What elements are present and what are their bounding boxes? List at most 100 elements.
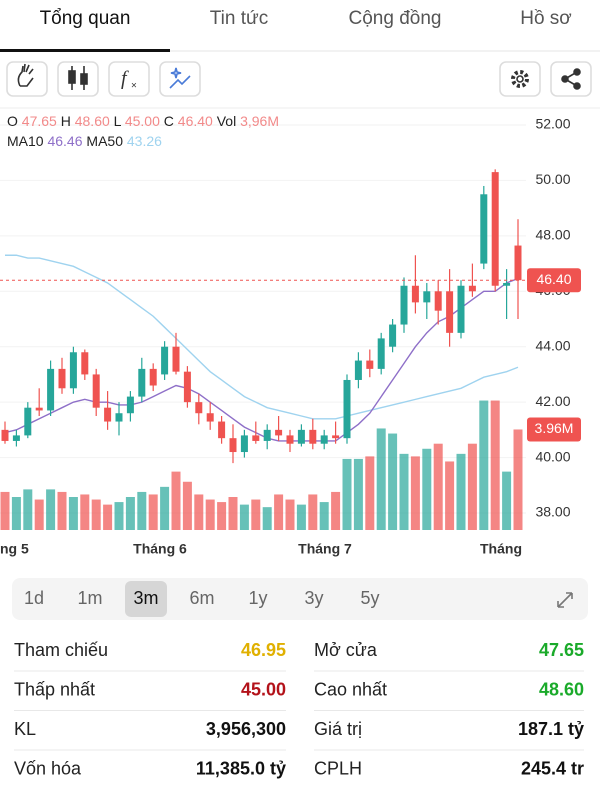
volume-bar bbox=[91, 499, 101, 530]
ma-label: MA10 bbox=[7, 133, 44, 149]
stat-label: Thấp nhất bbox=[14, 679, 95, 699]
toolbar: f × bbox=[6, 61, 592, 97]
candle-body bbox=[161, 346, 169, 375]
ai-button[interactable] bbox=[159, 61, 201, 97]
tab-underline bbox=[0, 49, 170, 52]
period-button[interactable]: 3y bbox=[304, 588, 323, 608]
candle-body bbox=[275, 429, 283, 436]
period-button[interactable]: 3m bbox=[133, 588, 158, 608]
candle-body bbox=[24, 407, 32, 436]
volume-bar bbox=[57, 491, 67, 530]
candle-body bbox=[491, 172, 499, 286]
candle-body bbox=[47, 368, 55, 411]
volume-bar bbox=[251, 499, 261, 530]
fx-icon-sub: × bbox=[131, 81, 137, 92]
candle-button[interactable] bbox=[57, 61, 99, 97]
tab[interactable]: Cộng đồng bbox=[349, 8, 442, 29]
share-button[interactable] bbox=[550, 61, 592, 97]
stat-label: KL bbox=[14, 719, 36, 739]
volume-bar bbox=[365, 456, 375, 530]
expand-icon[interactable] bbox=[557, 592, 573, 608]
volume-bar bbox=[296, 504, 306, 530]
y-tick-label: 52.00 bbox=[535, 116, 570, 132]
candle-body bbox=[514, 245, 522, 281]
period-active bbox=[125, 581, 167, 617]
candle-body bbox=[104, 407, 112, 422]
stat-label: Giá trị bbox=[314, 719, 362, 739]
volume-bar bbox=[331, 491, 341, 530]
candle-body bbox=[332, 435, 340, 439]
candle-body bbox=[252, 435, 260, 441]
volume-bar bbox=[490, 400, 500, 530]
volume-bar bbox=[68, 497, 78, 530]
candle-body bbox=[286, 435, 294, 444]
stat-label: Tham chiếu bbox=[14, 640, 108, 660]
volume-bar bbox=[217, 502, 227, 530]
pan-button[interactable] bbox=[6, 61, 48, 97]
candle-body bbox=[343, 379, 351, 439]
stat-value: 47.65 bbox=[539, 640, 584, 660]
period-button[interactable]: 1m bbox=[77, 588, 102, 608]
candle-body bbox=[206, 413, 214, 422]
stat-value: 245.4 tr bbox=[521, 758, 584, 778]
volume-bar bbox=[410, 456, 420, 530]
volume-bar bbox=[502, 471, 512, 530]
volume-bar bbox=[23, 489, 33, 530]
period-button[interactable]: 1d bbox=[24, 588, 44, 608]
candle-body bbox=[149, 368, 157, 386]
volume-bar bbox=[353, 458, 363, 530]
tab[interactable]: Tin tức bbox=[210, 8, 268, 29]
volume-bar bbox=[422, 448, 432, 530]
ohlc-label: H bbox=[61, 113, 71, 129]
candle-body bbox=[446, 291, 454, 333]
volume-bar bbox=[479, 400, 489, 530]
indicator-button[interactable] bbox=[108, 61, 150, 97]
ma10-line bbox=[4, 277, 519, 442]
price-tag bbox=[527, 268, 581, 293]
plot bbox=[0, 124, 526, 530]
candle-body bbox=[58, 368, 66, 389]
fx-icon: f bbox=[121, 68, 129, 90]
candle-body bbox=[183, 371, 191, 403]
period-button[interactable]: 5y bbox=[360, 588, 379, 608]
share-node bbox=[561, 75, 569, 83]
settings-button[interactable] bbox=[499, 61, 541, 97]
volume-bar bbox=[445, 461, 455, 530]
candle-icon-body bbox=[80, 73, 88, 85]
candle-body bbox=[400, 285, 408, 325]
y-tick-label: 40.00 bbox=[535, 448, 570, 464]
y-tick-label: 38.00 bbox=[535, 504, 570, 520]
stat-label: Mở cửa bbox=[314, 640, 378, 660]
ohlc-header: O 47.65 H 48.60 L 45.00 C 46.40 Vol 3,96… bbox=[7, 113, 279, 129]
candle-icon-body bbox=[68, 70, 76, 84]
ohlc-label: O bbox=[7, 113, 18, 129]
period-button[interactable]: 1y bbox=[248, 588, 267, 608]
period-button[interactable]: 6m bbox=[189, 588, 214, 608]
stat-value: 48.60 bbox=[539, 679, 584, 699]
volume-bar bbox=[433, 443, 443, 530]
candle-body bbox=[389, 324, 397, 347]
candle-body bbox=[69, 352, 77, 389]
volume-bar bbox=[137, 491, 147, 530]
volume-bar bbox=[228, 497, 238, 530]
candle-body bbox=[411, 285, 419, 303]
candle-body bbox=[503, 282, 511, 286]
volume-bar bbox=[513, 429, 523, 530]
y-tick-label: 50.00 bbox=[535, 171, 570, 187]
volume-bar bbox=[80, 494, 90, 530]
candle-body bbox=[377, 338, 385, 369]
volume-bar bbox=[467, 443, 477, 530]
stat-label: Vốn hóa bbox=[14, 758, 82, 778]
candle-body bbox=[423, 291, 431, 303]
candle-body bbox=[366, 360, 374, 369]
tab[interactable]: Hồ sơ bbox=[520, 8, 572, 29]
candle-body bbox=[240, 435, 248, 453]
volume-tag bbox=[527, 417, 581, 442]
x-tick-label: Tháng 7 bbox=[298, 541, 352, 557]
ohlc-label: C bbox=[164, 113, 174, 129]
volume-bar bbox=[160, 486, 170, 530]
stat-value: 3,956,300 bbox=[206, 719, 286, 739]
tab[interactable]: Tổng quan bbox=[40, 8, 131, 29]
